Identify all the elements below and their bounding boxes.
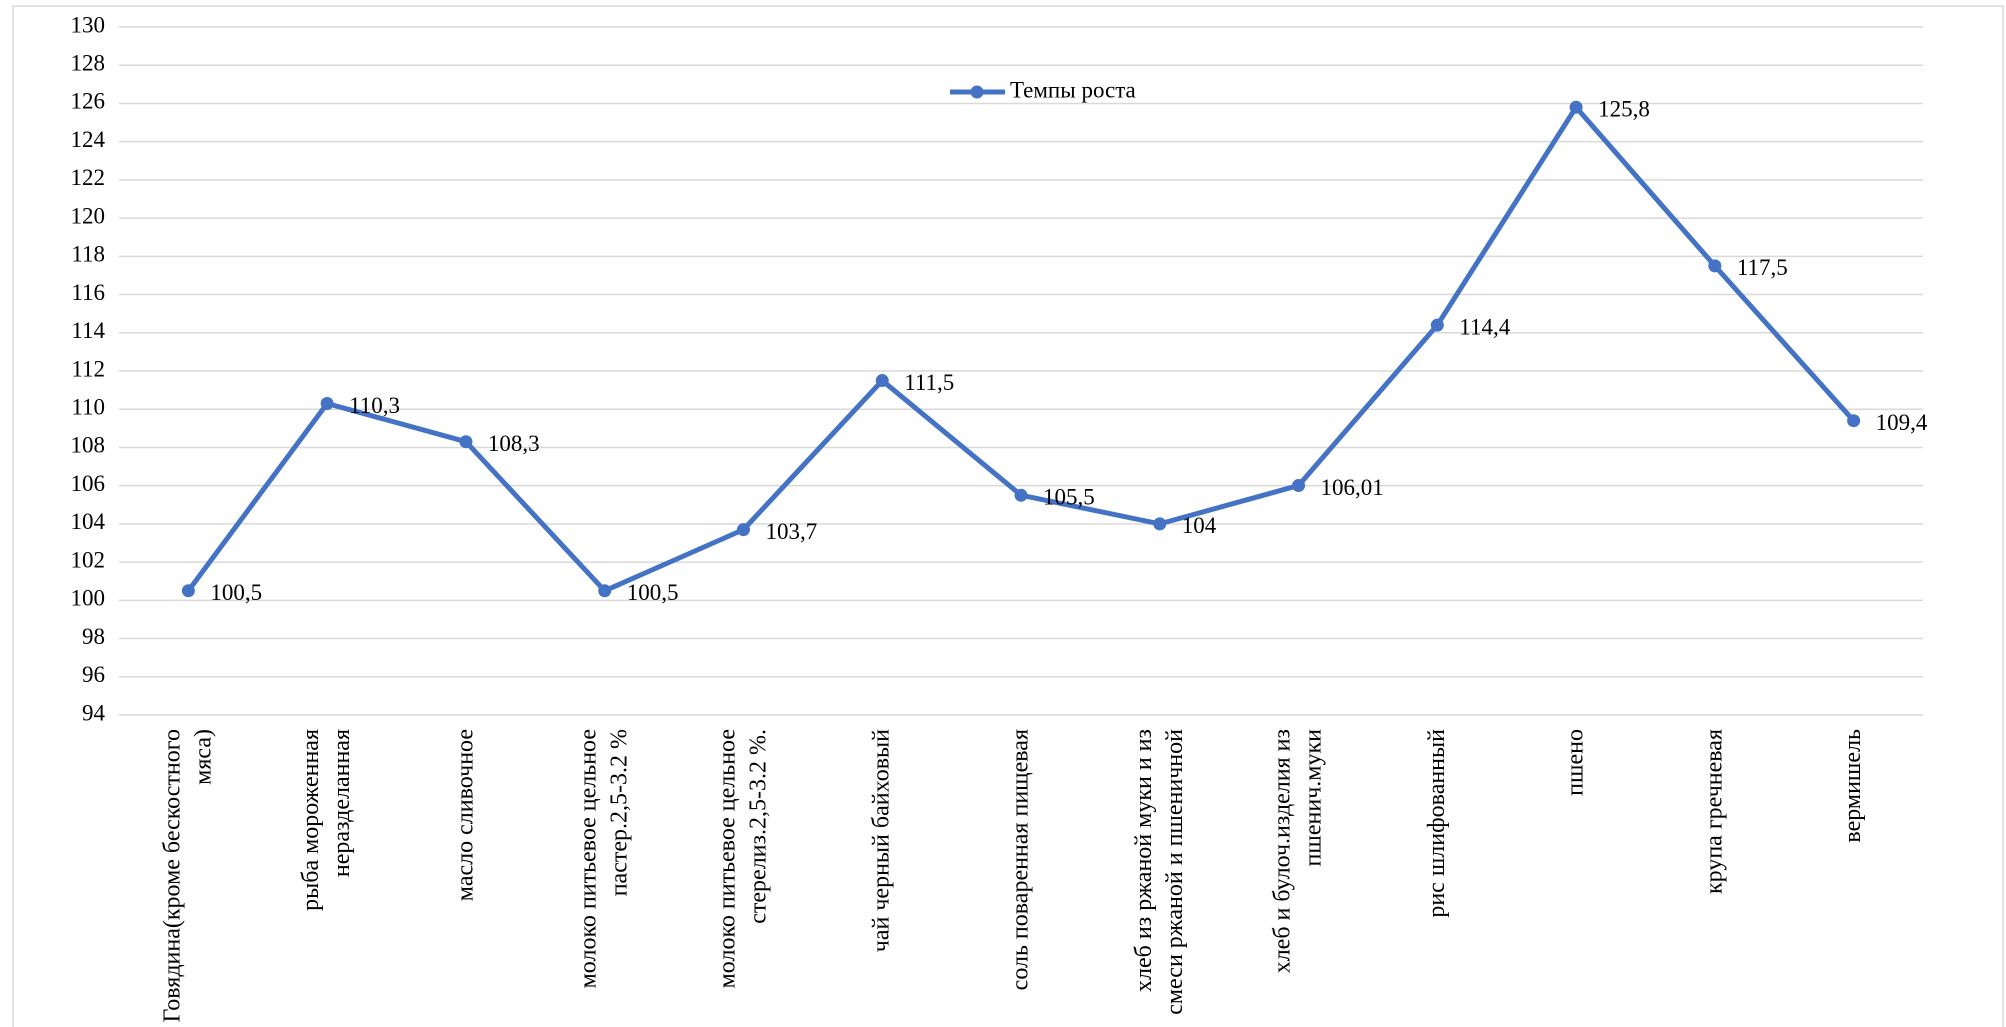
point-marker xyxy=(1569,100,1583,114)
y-tick-label: 128 xyxy=(71,51,106,76)
y-tick-label: 116 xyxy=(71,280,105,305)
y-tick-label: 94 xyxy=(82,700,106,725)
chart-frame xyxy=(12,5,2004,1027)
data-label: 105,5 xyxy=(1043,485,1095,510)
y-tick-label: 106 xyxy=(71,471,106,496)
x-tick-label: хлеб и булоч.изделия из пшенич.муки xyxy=(1269,729,1327,974)
y-tick-label: 118 xyxy=(71,242,105,267)
point-marker xyxy=(1847,414,1861,428)
y-tick-label: 122 xyxy=(71,165,106,190)
y-tick-label: 98 xyxy=(82,624,105,649)
y-tick-label: 124 xyxy=(71,127,106,152)
data-label: 104 xyxy=(1182,513,1217,538)
data-label: 103,7 xyxy=(765,519,817,544)
point-marker xyxy=(459,435,473,449)
point-marker xyxy=(181,584,195,598)
x-tick-label: хлеб из ржаной муки и из смеси ржаной и … xyxy=(1130,729,1188,1015)
x-tick-label: пшено xyxy=(1562,729,1589,796)
point-marker xyxy=(1153,517,1167,531)
point-marker xyxy=(1708,259,1722,273)
y-tick-label: 130 xyxy=(71,12,106,37)
point-marker xyxy=(320,396,334,410)
legend-label: Темпы роста xyxy=(1010,77,1136,102)
y-tick-label: 96 xyxy=(82,662,105,687)
data-label: 108,3 xyxy=(488,431,540,456)
data-label: 111,5 xyxy=(904,370,954,395)
point-marker xyxy=(1430,318,1444,332)
point-marker xyxy=(1292,478,1306,492)
x-tick-label: Говядина(кроме бескостного мяса) xyxy=(159,729,217,1023)
x-tick-label: рыба мороженная неразделанная xyxy=(298,729,356,911)
data-label: 106,01 xyxy=(1321,475,1384,500)
data-label: 114,4 xyxy=(1459,314,1510,339)
point-marker xyxy=(1014,488,1028,502)
y-tick-label: 126 xyxy=(71,89,106,114)
y-tick-label: 104 xyxy=(71,509,106,534)
x-tick-label: молоко питьевое цельное пастер.2,5-3.2 % xyxy=(575,729,633,989)
x-tick-label: молоко питьевое цельное стерелиз.2,5-3.2… xyxy=(714,729,772,989)
y-tick-label: 102 xyxy=(71,547,106,572)
data-label: 109,4 xyxy=(1876,410,1928,435)
point-marker xyxy=(875,374,889,388)
x-tick-label: соль поваренная пищевая xyxy=(1007,729,1034,991)
data-label: 110,3 xyxy=(349,393,400,418)
legend-marker xyxy=(970,85,984,99)
data-label: 117,5 xyxy=(1737,255,1788,280)
y-tick-label: 100 xyxy=(71,586,106,611)
data-label: 100,5 xyxy=(627,580,679,605)
y-tick-label: 110 xyxy=(71,395,105,420)
y-tick-label: 112 xyxy=(71,356,105,381)
x-tick-label: крупа гречневая xyxy=(1701,729,1728,895)
x-tick-label: вермишель xyxy=(1840,729,1867,843)
point-marker xyxy=(736,523,750,537)
y-tick-label: 108 xyxy=(71,433,106,458)
x-tick-label: чай черный байховый xyxy=(868,729,895,953)
data-label: 100,5 xyxy=(210,580,262,605)
x-tick-label: масло сливочное xyxy=(452,729,479,902)
data-label: 125,8 xyxy=(1598,97,1650,122)
y-tick-label: 120 xyxy=(71,203,106,228)
y-tick-label: 114 xyxy=(71,318,105,343)
point-marker xyxy=(598,584,612,598)
x-tick-label: рис шлифованный xyxy=(1423,729,1450,918)
